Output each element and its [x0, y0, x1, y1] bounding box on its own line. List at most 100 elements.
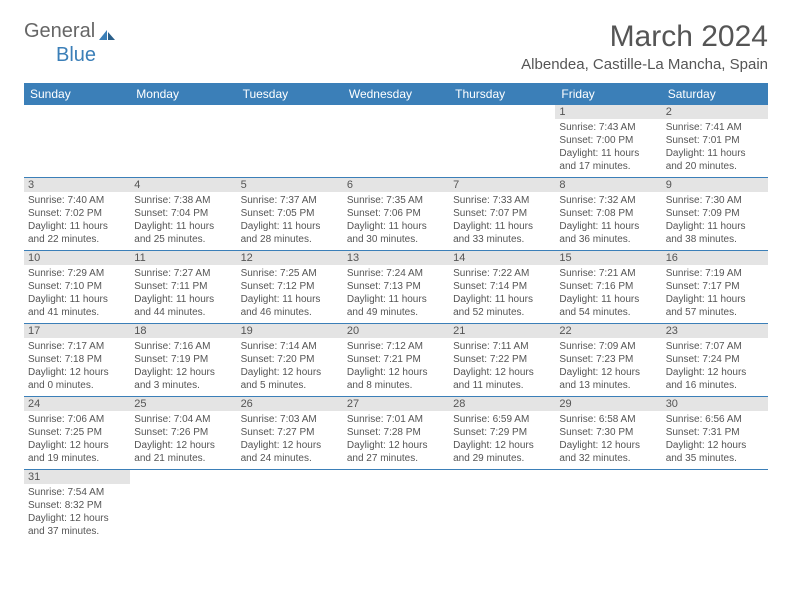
day-cell: Sunrise: 7:25 AMSunset: 7:12 PMDaylight:…	[237, 265, 343, 324]
daylight-text-2: and 46 minutes.	[241, 306, 339, 319]
day-number: 2	[662, 105, 768, 119]
day-number: 25	[130, 397, 236, 412]
daylight-text-2: and 32 minutes.	[559, 452, 657, 465]
day-number: 20	[343, 324, 449, 339]
day-detail-row: Sunrise: 7:40 AMSunset: 7:02 PMDaylight:…	[24, 192, 768, 251]
day-number: 11	[130, 251, 236, 266]
daylight-text-1: Daylight: 11 hours	[28, 293, 126, 306]
day-cell	[343, 484, 449, 542]
daylight-text-1: Daylight: 11 hours	[347, 293, 445, 306]
day-detail-row: Sunrise: 7:43 AMSunset: 7:00 PMDaylight:…	[24, 119, 768, 178]
daylight-text-2: and 22 minutes.	[28, 233, 126, 246]
day-detail-row: Sunrise: 7:54 AMSunset: 8:32 PMDaylight:…	[24, 484, 768, 542]
daylight-text-2: and 5 minutes.	[241, 379, 339, 392]
sunset-text: Sunset: 7:14 PM	[453, 280, 551, 293]
daylight-text-2: and 54 minutes.	[559, 306, 657, 319]
sunset-text: Sunset: 7:10 PM	[28, 280, 126, 293]
daylight-text-2: and 13 minutes.	[559, 379, 657, 392]
sunrise-text: Sunrise: 7:04 AM	[134, 413, 232, 426]
daylight-text-2: and 8 minutes.	[347, 379, 445, 392]
day-cell: Sunrise: 7:41 AMSunset: 7:01 PMDaylight:…	[662, 119, 768, 178]
sunset-text: Sunset: 7:02 PM	[28, 207, 126, 220]
daylight-text-2: and 29 minutes.	[453, 452, 551, 465]
day-number: 31	[24, 470, 130, 485]
daylight-text-2: and 35 minutes.	[666, 452, 764, 465]
day-cell	[449, 484, 555, 542]
day-cell: Sunrise: 7:54 AMSunset: 8:32 PMDaylight:…	[24, 484, 130, 542]
sunset-text: Sunset: 7:29 PM	[453, 426, 551, 439]
day-number: 12	[237, 251, 343, 266]
day-header: Sunday	[24, 83, 130, 105]
daylight-text-1: Daylight: 11 hours	[559, 147, 657, 160]
sunset-text: Sunset: 7:18 PM	[28, 353, 126, 366]
logo-text-2: Blue	[56, 44, 96, 67]
day-cell: Sunrise: 7:01 AMSunset: 7:28 PMDaylight:…	[343, 411, 449, 470]
day-number	[24, 105, 130, 119]
calendar-table: SundayMondayTuesdayWednesdayThursdayFrid…	[24, 83, 768, 542]
daylight-text-2: and 21 minutes.	[134, 452, 232, 465]
day-cell: Sunrise: 7:29 AMSunset: 7:10 PMDaylight:…	[24, 265, 130, 324]
daylight-text-1: Daylight: 12 hours	[347, 439, 445, 452]
day-number: 9	[662, 178, 768, 193]
day-cell: Sunrise: 7:22 AMSunset: 7:14 PMDaylight:…	[449, 265, 555, 324]
day-num-row: 31	[24, 470, 768, 485]
daylight-text-2: and 0 minutes.	[28, 379, 126, 392]
day-number: 6	[343, 178, 449, 193]
sunset-text: Sunset: 7:28 PM	[347, 426, 445, 439]
sunrise-text: Sunrise: 7:01 AM	[347, 413, 445, 426]
daylight-text-1: Daylight: 11 hours	[559, 293, 657, 306]
day-cell: Sunrise: 7:43 AMSunset: 7:00 PMDaylight:…	[555, 119, 661, 178]
sunrise-text: Sunrise: 7:21 AM	[559, 267, 657, 280]
title-block: March 2024 Albendea, Castille-La Mancha,…	[521, 20, 768, 79]
daylight-text-2: and 33 minutes.	[453, 233, 551, 246]
sunrise-text: Sunrise: 6:59 AM	[453, 413, 551, 426]
sunset-text: Sunset: 7:22 PM	[453, 353, 551, 366]
day-cell	[237, 119, 343, 178]
day-detail-row: Sunrise: 7:29 AMSunset: 7:10 PMDaylight:…	[24, 265, 768, 324]
sunrise-text: Sunrise: 7:43 AM	[559, 121, 657, 134]
header: General March 2024 Albendea, Castille-La…	[24, 20, 768, 79]
daylight-text-1: Daylight: 12 hours	[28, 512, 126, 525]
day-header: Thursday	[449, 83, 555, 105]
day-cell	[130, 119, 236, 178]
daylight-text-2: and 17 minutes.	[559, 160, 657, 173]
sunrise-text: Sunrise: 7:41 AM	[666, 121, 764, 134]
logo: General	[24, 20, 119, 43]
day-cell: Sunrise: 7:14 AMSunset: 7:20 PMDaylight:…	[237, 338, 343, 397]
day-number	[237, 105, 343, 119]
day-number: 16	[662, 251, 768, 266]
sunset-text: Sunset: 8:32 PM	[28, 499, 126, 512]
day-cell: Sunrise: 7:04 AMSunset: 7:26 PMDaylight:…	[130, 411, 236, 470]
day-number: 22	[555, 324, 661, 339]
day-number: 28	[449, 397, 555, 412]
sunset-text: Sunset: 7:24 PM	[666, 353, 764, 366]
daylight-text-1: Daylight: 11 hours	[453, 293, 551, 306]
sunset-text: Sunset: 7:04 PM	[134, 207, 232, 220]
sunrise-text: Sunrise: 7:25 AM	[241, 267, 339, 280]
sunrise-text: Sunrise: 7:24 AM	[347, 267, 445, 280]
daylight-text-2: and 19 minutes.	[28, 452, 126, 465]
day-header-row: SundayMondayTuesdayWednesdayThursdayFrid…	[24, 83, 768, 105]
day-detail-row: Sunrise: 7:17 AMSunset: 7:18 PMDaylight:…	[24, 338, 768, 397]
sunrise-text: Sunrise: 7:33 AM	[453, 194, 551, 207]
daylight-text-2: and 44 minutes.	[134, 306, 232, 319]
sunset-text: Sunset: 7:30 PM	[559, 426, 657, 439]
day-number: 14	[449, 251, 555, 266]
day-number: 18	[130, 324, 236, 339]
day-detail-row: Sunrise: 7:06 AMSunset: 7:25 PMDaylight:…	[24, 411, 768, 470]
day-num-row: 17181920212223	[24, 324, 768, 339]
daylight-text-2: and 3 minutes.	[134, 379, 232, 392]
day-cell	[130, 484, 236, 542]
sunrise-text: Sunrise: 7:38 AM	[134, 194, 232, 207]
day-number	[237, 470, 343, 485]
daylight-text-1: Daylight: 11 hours	[666, 147, 764, 160]
day-number: 27	[343, 397, 449, 412]
day-header: Saturday	[662, 83, 768, 105]
daylight-text-2: and 41 minutes.	[28, 306, 126, 319]
day-number: 3	[24, 178, 130, 193]
daylight-text-2: and 52 minutes.	[453, 306, 551, 319]
day-number: 21	[449, 324, 555, 339]
day-cell	[24, 119, 130, 178]
day-number: 24	[24, 397, 130, 412]
day-cell: Sunrise: 7:27 AMSunset: 7:11 PMDaylight:…	[130, 265, 236, 324]
